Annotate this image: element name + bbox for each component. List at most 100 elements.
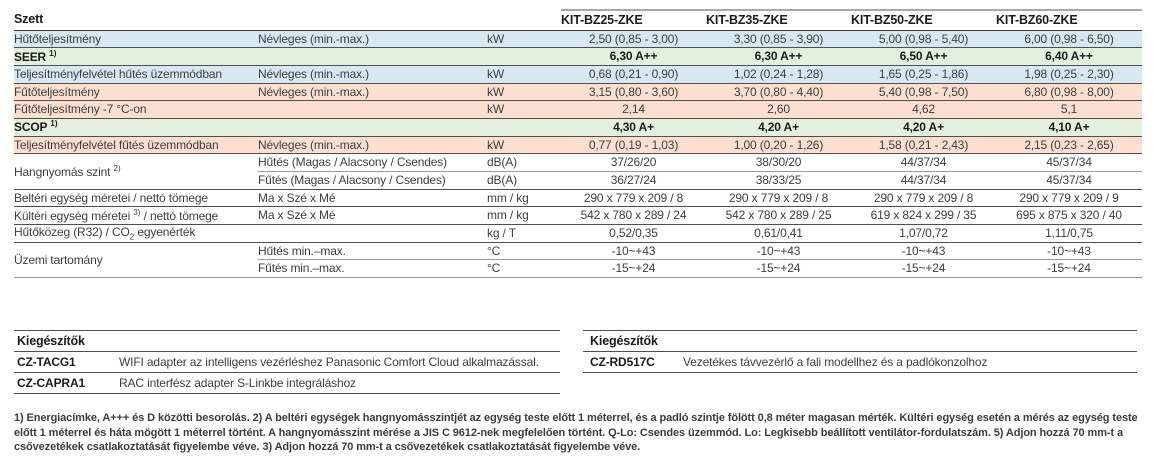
header-spacer — [487, 10, 561, 31]
row-unit: dB(A) — [487, 153, 561, 172]
accessories-title: Kiegészítők — [14, 330, 561, 352]
spec-value-cell: 6,50 A++ — [851, 47, 996, 66]
spec-value-cell: 4,62 — [851, 100, 996, 119]
spec-value-cell: -15~+24 — [706, 259, 851, 279]
spec-value-cell: 1,58 (0,21 - 2,43) — [851, 136, 996, 155]
spec-value-cell: 6,80 (0,98 - 8,00) — [996, 83, 1142, 102]
row-unit: kW — [487, 100, 561, 119]
model-column-header: KIT-BZ25-ZKE — [561, 9, 706, 31]
spec-value-cell: 6,00 (0,98 - 6,50) — [996, 30, 1142, 49]
spec-value-cell: 4,20 A+ — [851, 118, 996, 137]
row-label: Hűtőközeg (R32) / CO2 egyenérték — [14, 224, 487, 243]
accessory-row: CZ-TACG1 WIFI adapter az intelligens vez… — [14, 351, 561, 373]
spec-value-cell: -15~+24 — [561, 259, 706, 279]
footnote-ref: 3) — [133, 207, 141, 217]
spec-value-cell: -15~+24 — [996, 259, 1142, 279]
row-power-input-cooling: Teljesítményfelvétel hűtés üzemmódban Né… — [14, 65, 1142, 84]
row-unit: kW — [487, 30, 561, 49]
accessories-title: Kiegészítők — [583, 330, 1138, 352]
spec-value-cell: 1,11/0,75 — [996, 224, 1142, 243]
row-heating-capacity-minus7: Fűtőteljesítmény -7 °C-on kW 2,14 2,60 4… — [14, 100, 1142, 119]
accessory-description: Vezetékes távvezérlő a fali modellhez és… — [683, 351, 1138, 373]
spec-value-cell: 4,30 A+ — [561, 118, 706, 137]
spec-value-cell: 0,61/0,41 — [706, 224, 851, 243]
row-sublabel: Fűtés (Magas / Alacsony / Csendes) — [258, 171, 487, 190]
row-label: Teljesítményfelvétel hűtés üzemmódban — [14, 65, 258, 84]
spec-header-row: Szett KIT-BZ25-ZKE KIT-BZ35-ZKE KIT-BZ50… — [14, 9, 1142, 31]
row-label: SCOP 1) — [14, 118, 561, 137]
row-sublabel: Névleges (min.-max.) — [258, 136, 487, 155]
accessory-row: CZ-RD517C Vezetékes távvezérlő a fali mo… — [583, 351, 1138, 373]
row-label: Hűtőteljesítmény — [14, 30, 258, 49]
row-sublabel: Ma x Szé x Mé — [258, 206, 487, 226]
accessory-row: CZ-CAPRA1 RAC interfész adapter S-Linkbe… — [14, 372, 561, 394]
spec-value-cell: 2,14 — [561, 100, 706, 119]
spec-value-cell: 290 x 779 x 209 / 8 — [706, 189, 851, 208]
row-unit: kW — [487, 65, 561, 84]
model-column-header: KIT-BZ60-ZKE — [996, 9, 1142, 31]
accessory-description: WIFI adapter az intelligens vezérléshez … — [119, 351, 561, 373]
row-unit: kW — [487, 83, 561, 102]
header-spacer — [258, 10, 487, 31]
row-outdoor-dimensions: Kültéri egység méretei 3) / nettó tömege… — [14, 206, 1142, 226]
accessories-table-right: Kiegészítők CZ-RD517C Vezetékes távvezér… — [583, 330, 1138, 373]
spec-value-cell: 3,70 (0,80 - 4,40) — [706, 83, 851, 102]
row-sublabel: Hűtés (Magas / Alacsony / Csendes) — [258, 153, 487, 172]
row-operation-range-heating: Fűtés min.–max. °C -15~+24 -15~+24 -15~+… — [14, 259, 1142, 279]
row-sublabel: Névleges (min.-max.) — [258, 30, 487, 49]
row-sound-pressure-heating: Fűtés (Magas / Alacsony / Csendes) dB(A)… — [14, 171, 1142, 190]
spec-value-cell: -10~+43 — [851, 242, 996, 261]
spec-value-cell: -10~+43 — [996, 242, 1142, 261]
spec-value-cell: 4,10 A+ — [996, 118, 1142, 137]
spec-value-cell: 36/27/24 — [561, 171, 706, 190]
spec-value-cell: 0,77 (0,19 - 1,03) — [561, 136, 706, 155]
spec-value-cell: 6,30 A++ — [706, 47, 851, 66]
model-column-header: KIT-BZ35-ZKE — [706, 9, 851, 31]
spec-value-cell: 45/37/34 — [996, 153, 1142, 172]
spec-value-cell: 6,40 A++ — [996, 47, 1142, 66]
corner-label: Szett — [14, 10, 258, 31]
row-sublabel: Ma x Szé x Mé — [258, 189, 487, 208]
spec-value-cell: -10~+43 — [706, 242, 851, 261]
footnote-ref: 1) — [49, 48, 57, 58]
row-sublabel: Névleges (min.-max.) — [258, 65, 487, 84]
spec-value-cell: 290 x 779 x 209 / 9 — [996, 189, 1142, 208]
spec-value-cell: 44/37/34 — [851, 153, 996, 172]
row-refrigerant: Hűtőközeg (R32) / CO2 egyenérték kg / T … — [14, 224, 1142, 243]
accessory-code: CZ-TACG1 — [14, 351, 119, 373]
spec-value-cell: 38/30/20 — [706, 153, 851, 172]
row-label: Fűtőteljesítmény — [14, 83, 258, 102]
spec-value-cell: 6,30 A++ — [561, 47, 706, 66]
spec-value-cell: 44/37/34 — [851, 171, 996, 190]
footnote-ref: 2) — [113, 163, 121, 173]
spec-value-cell: 619 x 824 x 299 / 35 — [851, 206, 996, 226]
spec-value-cell: -15~+24 — [851, 259, 996, 279]
spec-value-cell: 5,40 (0,98 - 7,50) — [851, 83, 996, 102]
row-scop: SCOP 1) 4,30 A+ 4,20 A+ 4,20 A+ 4,10 A+ — [14, 118, 1142, 137]
row-seer: SEER 1) 6,30 A++ 6,30 A++ 6,50 A++ 6,40 … — [14, 47, 1142, 66]
accessory-description: RAC interfész adapter S-Linkbe integrálá… — [119, 372, 561, 394]
row-heating-capacity: Fűtőteljesítmény Névleges (min.-max.) kW… — [14, 83, 1142, 102]
spec-value-cell: 3,30 (0,85 - 3,90) — [706, 30, 851, 49]
row-sublabel: Hűtés min.–max. — [258, 242, 487, 261]
accessories-header-row: Kiegészítők — [583, 330, 1138, 352]
accessories-header-row: Kiegészítők — [14, 330, 561, 352]
accessory-code: CZ-RD517C — [583, 351, 683, 373]
footnote-ref: 1) — [50, 119, 58, 129]
spec-value-cell: 2,60 — [706, 100, 851, 119]
spec-value-cell: 542 x 780 x 289 / 25 — [706, 206, 851, 226]
spec-value-cell: 38/33/25 — [706, 171, 851, 190]
spec-value-cell: 290 x 779 x 209 / 8 — [851, 189, 996, 208]
accessory-code: CZ-CAPRA1 — [14, 372, 119, 394]
row-sublabel: Névleges (min.-max.) — [258, 83, 487, 102]
spec-value-cell: 2,50 (0,85 - 3,00) — [561, 30, 706, 49]
spec-value-cell: 4,20 A+ — [706, 118, 851, 137]
row-indoor-dimensions: Beltéri egység méretei / nettó tömege Ma… — [14, 189, 1142, 208]
spec-value-cell: 45/37/34 — [996, 171, 1142, 190]
spec-value-cell: 695 x 875 x 320 / 40 — [996, 206, 1142, 226]
row-label: Beltéri egység méretei / nettó tömege — [14, 189, 258, 208]
row-unit: mm / kg — [487, 189, 561, 208]
row-label: Fűtőteljesítmény -7 °C-on — [14, 100, 487, 119]
spec-value-cell: 0,52/0,35 — [561, 224, 706, 243]
spec-value-cell: 5,1 — [996, 100, 1142, 119]
